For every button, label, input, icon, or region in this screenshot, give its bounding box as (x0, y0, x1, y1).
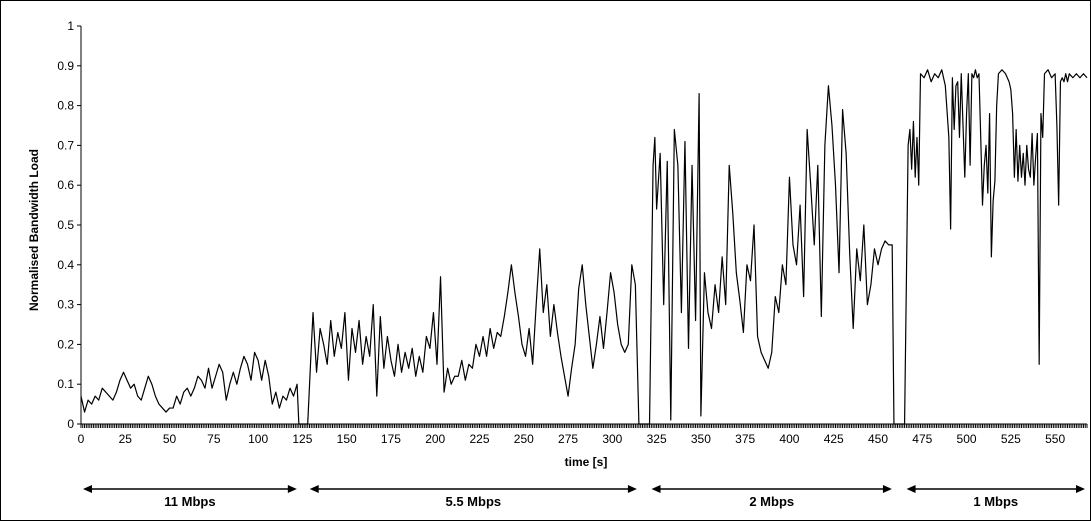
segment-arrow-head-left (83, 485, 92, 493)
x-tick-label: 225 (469, 432, 489, 446)
y-tick-label: 0.6 (57, 178, 74, 192)
y-axis-ticks: 0 0.1 0.2 0.3 0.4 0.5 0.6 0.7 0.8 0.9 1 (57, 19, 81, 431)
x-tick-label: 375 (735, 432, 755, 446)
y-tick-label: 0.8 (57, 99, 74, 113)
x-axis-title: time [s] (565, 455, 608, 469)
y-tick-label: 0.2 (57, 337, 74, 351)
x-tick-label: 325 (647, 432, 667, 446)
y-tick-label: 0.3 (57, 298, 74, 312)
x-minor-ticks (80, 424, 1088, 428)
x-tick-label: 275 (558, 432, 578, 446)
x-tick-label: 250 (514, 432, 534, 446)
y-tick-label: 1 (67, 19, 74, 33)
segment-label: 1 Mbps (973, 494, 1018, 509)
y-tick-label: 0.5 (57, 218, 74, 232)
x-tick-label: 75 (207, 432, 221, 446)
x-tick-label: 0 (78, 432, 85, 446)
x-tick-label: 450 (868, 432, 888, 446)
x-tick-label: 200 (425, 432, 445, 446)
y-axis-title: Normalised Bandwidth Load (27, 149, 41, 311)
axes (80, 26, 1087, 425)
x-tick-label: 50 (163, 432, 177, 446)
x-tick-label: 300 (602, 432, 622, 446)
x-tick-label: 150 (337, 432, 357, 446)
x-tick-label: 425 (824, 432, 844, 446)
segment-arrow-head-left (651, 485, 661, 493)
segment-arrow-head-right (627, 485, 637, 493)
segment-label: 11 Mbps (164, 494, 215, 509)
x-tick-label: 100 (248, 432, 268, 446)
x-tick-label: 525 (1001, 432, 1021, 446)
segment-arrow-head-left (309, 485, 319, 493)
x-axis-ticks: 0 25 50 75 100 125 150 175 200 225 250 275 300 325 350… (78, 424, 1088, 446)
series-line (80, 69, 1088, 425)
x-tick-label: 25 (119, 432, 133, 446)
y-tick-label: 0.4 (57, 258, 74, 272)
segment-arrow-head-right (1076, 485, 1085, 493)
y-tick-label: 0.9 (57, 59, 74, 73)
x-tick-label: 175 (381, 432, 401, 446)
segment-label: 2 Mbps (749, 494, 794, 509)
x-tick-label: 475 (912, 432, 932, 446)
segment-label: 5.5 Mbps (445, 494, 501, 509)
rate-segments: 11 Mbps 5.5 Mbps 2 Mbps 1 Mbps (83, 485, 1085, 509)
x-tick-label: 350 (691, 432, 711, 446)
x-tick-label: 125 (292, 432, 312, 446)
y-tick-label: 0 (67, 417, 74, 431)
x-tick-label: 550 (1045, 432, 1065, 446)
x-tick-label: 400 (779, 432, 799, 446)
segment-arrow-head-right (287, 485, 297, 493)
y-tick-label: 0.7 (57, 138, 74, 152)
segment-arrow-head-left (906, 485, 916, 493)
y-tick-label: 0.1 (57, 377, 74, 391)
x-tick-label: 500 (957, 432, 977, 446)
segment-arrow-head-right (882, 485, 892, 493)
